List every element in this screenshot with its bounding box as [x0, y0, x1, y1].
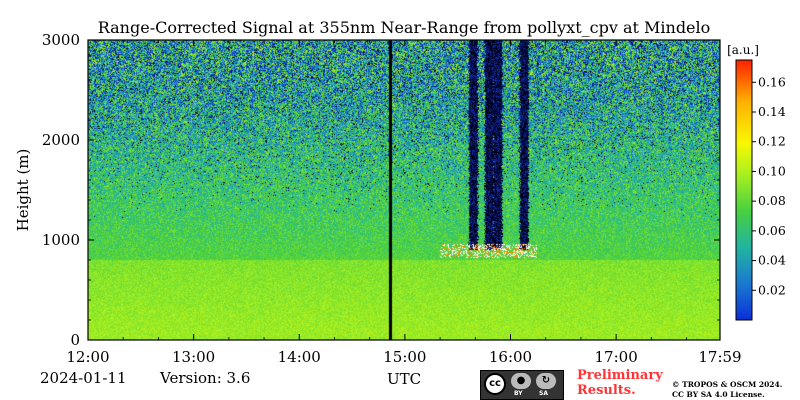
y-axis-label: Height (m): [14, 149, 32, 232]
colorbar-tick-label: 0.02: [758, 282, 786, 297]
cc-icon: cc: [484, 373, 506, 395]
colorbar-tick-label: 0.08: [758, 193, 786, 208]
y-tick-label: 1000: [42, 231, 80, 249]
preliminary-line-2: Results.: [577, 383, 636, 398]
x-tick-label: 17:00: [595, 348, 638, 366]
colorbar-ticks: 0.02 0.04 0.06 0.08 0.10 0.12 0.14 0.16: [752, 74, 786, 297]
copyright-line-1: © TROPOS & OSCM 2024.: [672, 380, 783, 389]
plot-frame: [87, 39, 721, 341]
x-axis-label: UTC: [387, 370, 421, 388]
x-tick-label: 13:00: [172, 348, 215, 366]
sa-icon: ↻: [536, 373, 556, 389]
cc-by-label: BY: [514, 390, 523, 397]
copyright-line-2: CC BY SA 4.0 License.: [672, 390, 765, 399]
x-axis-ticks: 12:00 13:00 14:00 15:00 16:00 17:00 17:59: [66, 40, 742, 366]
colorbar-tick-label: 0.14: [758, 104, 786, 119]
colorbar-tick-label: 0.04: [758, 253, 786, 268]
colorbar-tick-label: 0.16: [758, 74, 786, 89]
footer-version: Version: 3.6: [160, 369, 251, 387]
x-tick-label: 14:00: [278, 348, 321, 366]
x-tick-label: 15:00: [383, 348, 426, 366]
x-tick-label: 16:00: [489, 348, 532, 366]
cc-license-badge[interactable]: cc ● ↻ BY SA: [480, 370, 564, 400]
heatmap-image: [88, 40, 720, 340]
x-tick-label: 12:00: [66, 348, 109, 366]
cc-sa-label: SA: [539, 390, 548, 397]
colorbar-tick-label: 0.10: [758, 163, 786, 178]
preliminary-line-1: Preliminary: [577, 368, 663, 383]
colorbar-tick-label: 0.06: [758, 223, 786, 238]
preliminary-notice: Preliminary Results.: [577, 368, 663, 398]
y-axis-ticks: 0 1000 2000 3000: [42, 31, 720, 349]
y-tick-label: 2000: [42, 131, 80, 149]
colorbar: [735, 59, 753, 321]
y-tick-label: 0: [70, 331, 80, 349]
y-tick-label: 3000: [42, 31, 80, 49]
chart-title: Range-Corrected Signal at 355nm Near-Ran…: [98, 18, 711, 37]
colorbar-tick-label: 0.12: [758, 134, 786, 149]
colorbar-unit: [a.u.]: [727, 43, 759, 57]
by-icon: ●: [511, 373, 531, 389]
x-tick-label: 17:59: [698, 348, 741, 366]
footer-date: 2024-01-11: [40, 369, 127, 387]
copyright-notice: © TROPOS & OSCM 2024. CC BY SA 4.0 Licen…: [672, 380, 782, 400]
